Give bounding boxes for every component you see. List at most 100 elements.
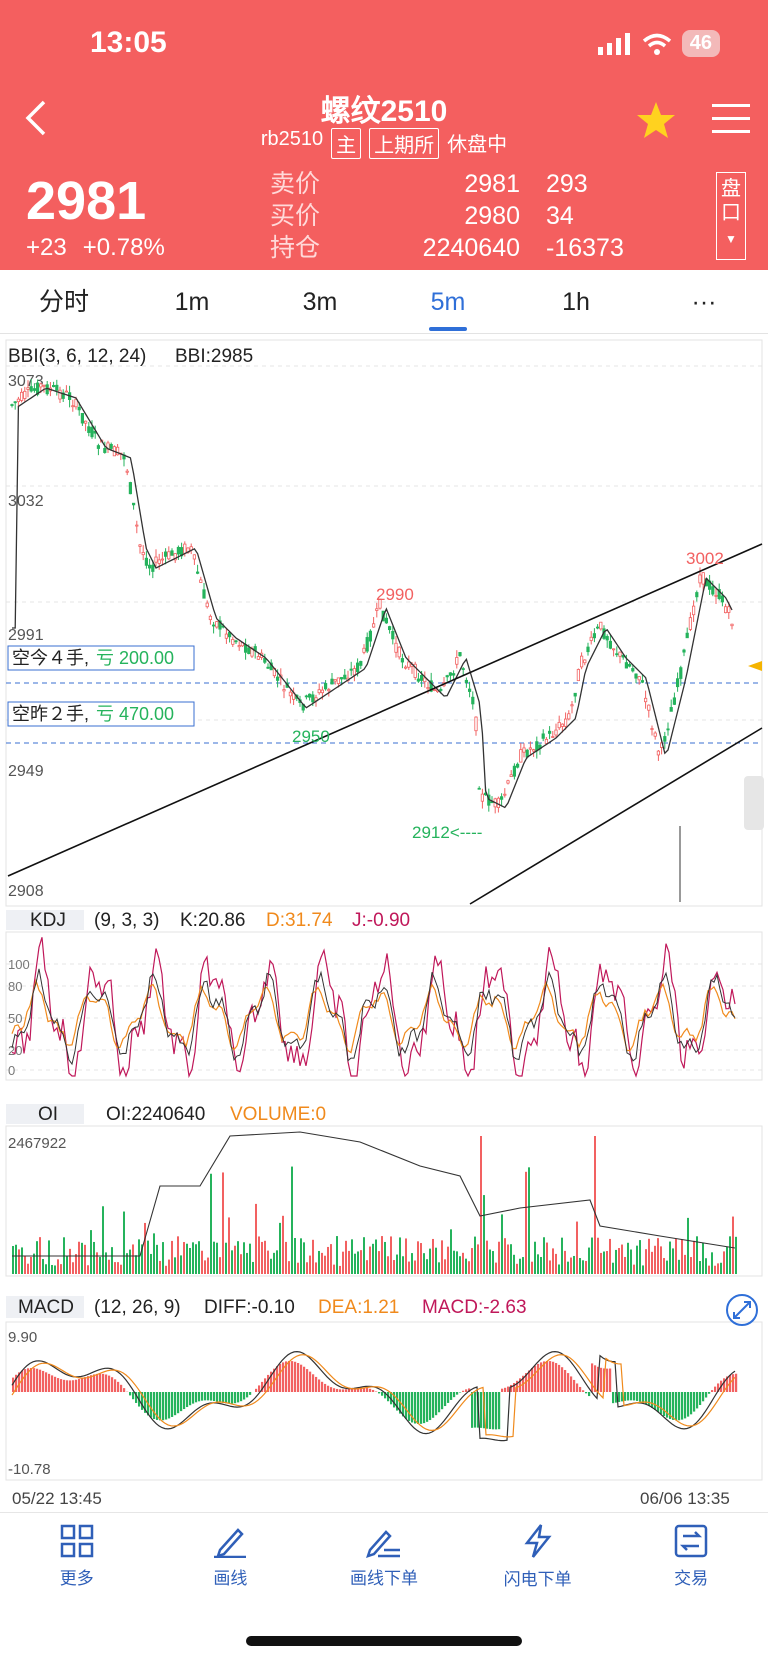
- pankou-button[interactable]: 盘口 ▼: [716, 172, 746, 260]
- candle-body: [672, 697, 677, 705]
- volume-bar: [417, 1241, 419, 1274]
- macd-bar: [690, 1392, 693, 1415]
- tab-1h[interactable]: 1h: [562, 288, 590, 316]
- tab-fenshi[interactable]: 分时: [38, 288, 89, 316]
- volume-bar: [426, 1259, 428, 1274]
- volume-bar: [69, 1248, 71, 1274]
- candle-body: [224, 633, 228, 639]
- macd-bar: [186, 1392, 189, 1408]
- volume-bar: [120, 1264, 122, 1274]
- candle-body: [522, 747, 526, 753]
- macd-bar: [735, 1373, 738, 1392]
- contract-title: 螺纹2510: [320, 95, 448, 128]
- macd-bar: [141, 1392, 144, 1410]
- macd-bar: [681, 1392, 684, 1420]
- macd-bar: [177, 1392, 180, 1414]
- tab-1m[interactable]: 1m: [174, 288, 210, 316]
- macd-bar: [213, 1392, 216, 1402]
- volume-bar: [162, 1242, 164, 1274]
- volume-bar: [336, 1236, 338, 1274]
- candle-body: [368, 630, 373, 642]
- macd-bar: [465, 1389, 468, 1392]
- menu-icon[interactable]: [712, 104, 750, 138]
- volume-bar: [519, 1258, 521, 1274]
- more-button[interactable]: 更多: [0, 1513, 154, 1600]
- volume-bar: [693, 1240, 695, 1274]
- volume-bar: [483, 1195, 485, 1274]
- side-drawer-handle[interactable]: [744, 776, 764, 830]
- kline-chart[interactable]: BBI(3, 6, 12, 24) BBI:2985 3073 3032 299…: [0, 336, 768, 1512]
- volume-bar: [285, 1241, 287, 1274]
- draw-line-button[interactable]: 画线: [154, 1513, 308, 1600]
- macd-bar: [495, 1392, 498, 1430]
- candle-body: [637, 676, 641, 681]
- macd-bar: [672, 1392, 675, 1420]
- volume-bar: [243, 1242, 245, 1274]
- trade-button[interactable]: 交易: [614, 1513, 768, 1600]
- macd-bar: [234, 1392, 237, 1404]
- candle-body: [730, 623, 734, 627]
- back-button[interactable]: [24, 100, 48, 146]
- volume-bar: [555, 1253, 557, 1274]
- candle-body: [138, 544, 142, 547]
- tab-5m[interactable]: 5m: [384, 272, 512, 333]
- candle-body: [580, 655, 584, 668]
- favorite-star-icon[interactable]: [636, 100, 676, 150]
- draw-line-order-button[interactable]: 画线下单: [307, 1513, 461, 1600]
- candle-body: [243, 644, 248, 653]
- macd-bar: [12, 1377, 15, 1392]
- volume-bar: [66, 1256, 68, 1274]
- kdj-tab[interactable]: [6, 910, 84, 930]
- bbi-line: [12, 387, 733, 809]
- expand-icon[interactable]: [726, 1294, 758, 1326]
- macd-bar: [102, 1373, 105, 1392]
- candle-body: [711, 586, 715, 595]
- candle-body: [560, 723, 565, 727]
- macd-bar: [63, 1379, 66, 1392]
- macd-bar: [714, 1386, 717, 1392]
- macd-bar: [48, 1373, 51, 1392]
- candle-body: [176, 546, 180, 555]
- pen-order-icon: [366, 1530, 400, 1558]
- candle-body: [61, 392, 65, 399]
- candle-body: [407, 661, 411, 668]
- price-change: +23 +0.78%: [26, 234, 165, 262]
- macd-tab[interactable]: [6, 1296, 84, 1318]
- volume-bar: [165, 1265, 167, 1274]
- position-pnl: 亏 200.00: [96, 648, 174, 668]
- volume-bar: [375, 1239, 377, 1274]
- candle-body: [663, 736, 667, 742]
- volume-bar: [267, 1250, 269, 1274]
- candle-body: [317, 689, 321, 694]
- volume-bar: [573, 1255, 575, 1274]
- candle-body: [192, 554, 196, 560]
- macd-bar: [87, 1376, 90, 1392]
- candle-body: [695, 592, 699, 598]
- volume-bar: [666, 1260, 668, 1274]
- candle-body: [16, 398, 21, 403]
- oi-tab[interactable]: [6, 1104, 84, 1124]
- volume-bar: [504, 1238, 506, 1274]
- position-box[interactable]: [7, 701, 195, 727]
- candle-body: [432, 689, 437, 691]
- status-time: 13:05: [90, 26, 167, 59]
- kdj-d-line: [11, 978, 736, 1054]
- macd-bar: [627, 1392, 630, 1401]
- tab-3m[interactable]: 3m: [302, 288, 338, 316]
- tab-more[interactable]: ···: [691, 288, 717, 316]
- candle-body: [640, 680, 645, 683]
- volume-bar: [180, 1255, 182, 1274]
- macd-bar: [150, 1392, 153, 1418]
- macd-bar: [693, 1392, 696, 1412]
- volume-bar: [51, 1264, 53, 1274]
- volume-bar: [201, 1250, 203, 1274]
- volume-bar: [96, 1252, 98, 1274]
- candle-body: [237, 645, 241, 648]
- svg-text:100: 100: [8, 957, 30, 972]
- volume-bar: [660, 1246, 662, 1274]
- flash-order-button[interactable]: 闪电下单: [461, 1513, 615, 1600]
- candle-body: [564, 718, 568, 727]
- position-box[interactable]: [7, 645, 195, 671]
- volume-bar: [234, 1245, 236, 1274]
- macd-bar: [699, 1392, 702, 1405]
